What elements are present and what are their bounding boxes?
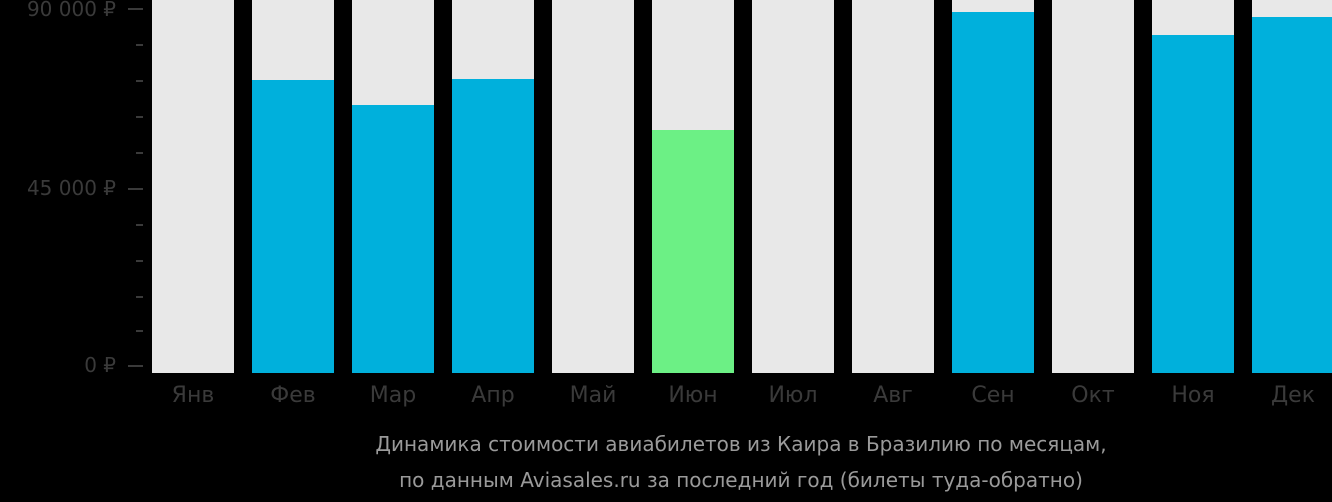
bar-12[interactable] — [1252, 0, 1332, 373]
bar-11[interactable] — [1152, 0, 1234, 373]
bar-value-fill — [252, 80, 334, 373]
bar-4[interactable] — [452, 0, 534, 373]
bar-value-fill — [1152, 35, 1234, 373]
bar-5[interactable] — [552, 0, 634, 373]
y-minor-tick — [136, 152, 143, 154]
y-major-tick — [128, 188, 143, 190]
bar-10[interactable] — [1052, 0, 1134, 373]
y-minor-tick — [136, 330, 143, 332]
bar-2[interactable] — [252, 0, 334, 373]
y-minor-tick — [136, 116, 143, 118]
x-label: Май — [569, 383, 617, 408]
y-label-90000: 90 000 ₽ — [26, 0, 116, 21]
bar-1[interactable] — [152, 0, 234, 373]
bar-value-fill — [352, 105, 434, 373]
y-label-45000: 45 000 ₽ — [26, 176, 116, 200]
x-label: Сен — [971, 383, 1015, 408]
x-label: Окт — [1071, 383, 1115, 408]
x-label: Июл — [768, 383, 818, 408]
bar-3[interactable] — [352, 0, 434, 373]
x-label: Апр — [471, 383, 515, 408]
x-label: Авг — [873, 383, 913, 408]
y-minor-tick — [136, 224, 143, 226]
y-minor-tick — [136, 44, 143, 46]
bar-value-fill — [1252, 17, 1332, 373]
chart-caption-line1: Динамика стоимости авиабилетов из Каира … — [375, 432, 1107, 456]
y-label-0: 0 ₽ — [84, 353, 116, 377]
y-minor-tick — [136, 80, 143, 82]
x-label: Дек — [1270, 383, 1315, 408]
y-major-tick — [128, 365, 143, 367]
bar-9[interactable] — [952, 0, 1034, 373]
x-label: Ноя — [1171, 383, 1215, 408]
bar-7[interactable] — [752, 0, 834, 373]
chart-caption-line2: по данным Aviasales.ru за последний год … — [399, 468, 1083, 492]
x-label: Мар — [369, 383, 417, 408]
x-label: Июн — [668, 383, 718, 408]
y-minor-tick — [136, 260, 143, 262]
bar-value-fill — [952, 12, 1034, 373]
bar-8[interactable] — [852, 0, 934, 373]
bar-6[interactable] — [652, 0, 734, 373]
y-minor-tick — [136, 296, 143, 298]
y-major-tick — [128, 8, 143, 10]
bar-value-fill — [652, 130, 734, 373]
bar-value-fill — [452, 79, 534, 373]
x-label: Янв — [171, 383, 215, 408]
x-label: Фев — [270, 383, 316, 408]
